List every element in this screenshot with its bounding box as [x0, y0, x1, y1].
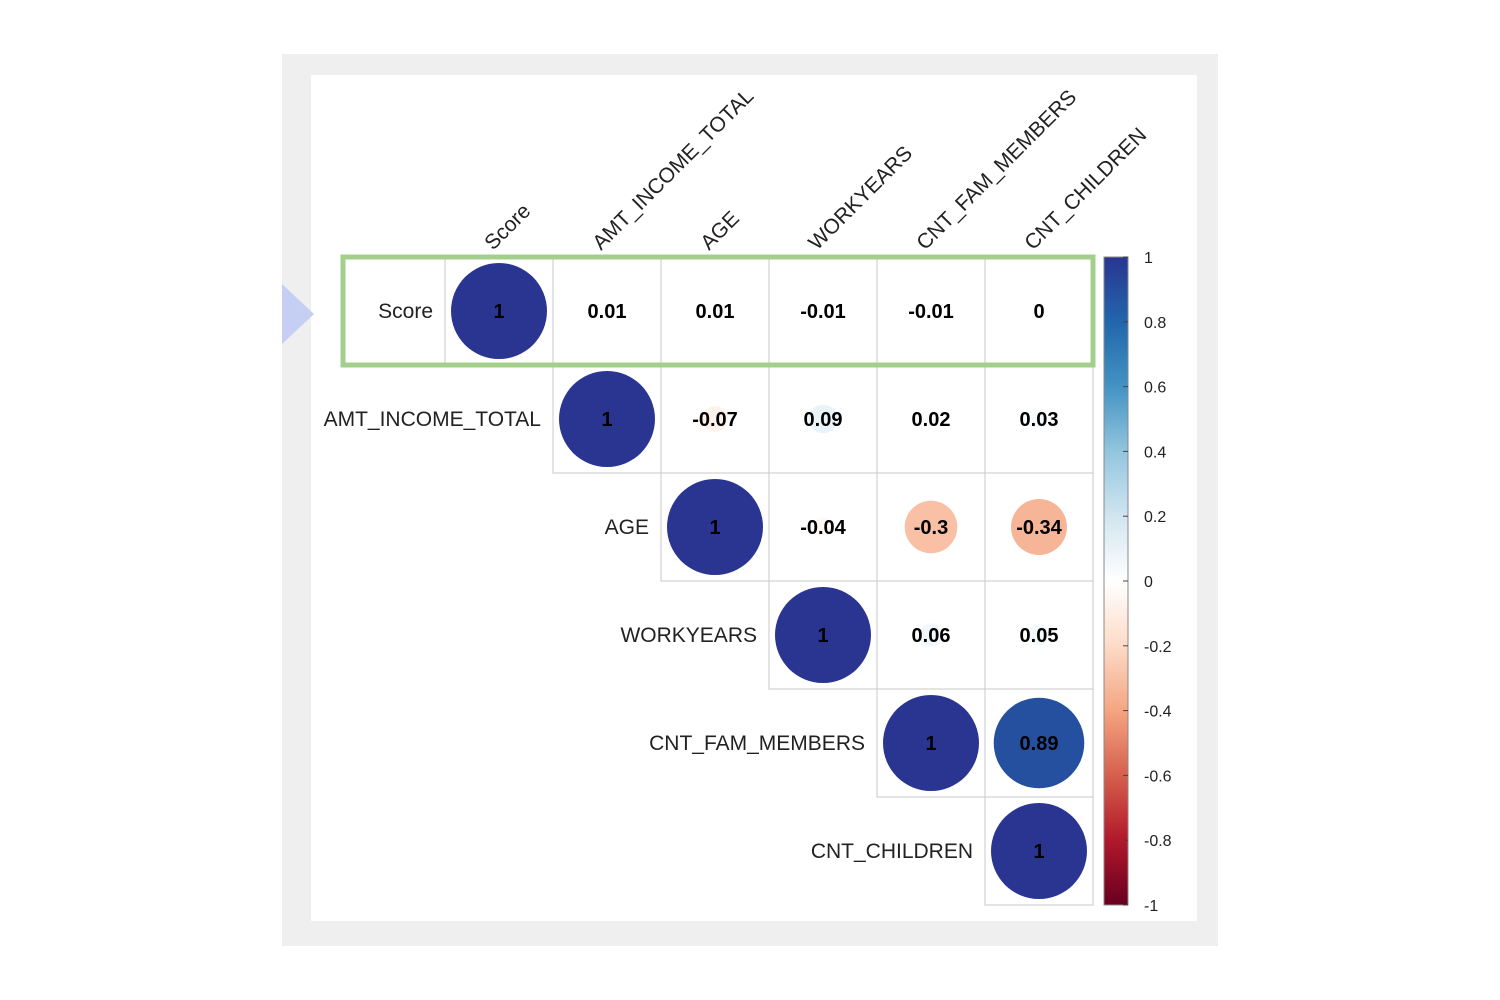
value-label-amt-income-total-cnt-fam-members: 0.02	[912, 409, 951, 431]
colorbar-tick-label: -0.2	[1144, 639, 1172, 656]
value-label-age-cnt-children: -0.34	[1016, 517, 1062, 539]
row-label-score: Score	[378, 300, 433, 323]
circle-score-age	[710, 306, 720, 316]
colorbar: 1 0.8 0.6 0.4 0.2 0 -0.2 -0.4 -0.6 -0.8 -1	[1103, 250, 1172, 915]
circle-amt-income-total-workyears	[808, 404, 838, 434]
value-label-amt-income-total-amt-income-total: 1	[601, 409, 612, 431]
circle-age-cnt-fam-members	[904, 500, 958, 554]
circle-age-cnt-children	[1011, 499, 1067, 555]
circle-cnt-fam-members-cnt-fam-members	[883, 695, 979, 791]
value-label-age-age: 1	[709, 517, 720, 539]
row-labels: Score AMT_INCOME_TOTAL AGE WORKYEARS CNT_FAM…	[324, 300, 973, 863]
row-label-age: AGE	[605, 516, 649, 539]
colorbar-tick-label: 0.6	[1144, 380, 1166, 397]
circle-score-amt-income-total	[602, 306, 612, 316]
circle-score-score	[451, 263, 547, 359]
value-label-workyears-cnt-children: 0.05	[1020, 625, 1059, 647]
circle-age-workyears	[813, 517, 833, 537]
circle-workyears-cnt-fam-members	[919, 623, 943, 647]
row-label-amt-income-total: AMT_INCOME_TOTAL	[324, 408, 541, 431]
colorbar-tick-label: 1	[1144, 250, 1153, 267]
value-label-score-age: 0.01	[696, 301, 735, 323]
highlight-group	[340, 254, 1096, 368]
circle-score-workyears	[818, 306, 828, 316]
matrix-circles	[451, 263, 1087, 899]
matrix-values: 1 0.01 0.01 -0.01 -0.01 0 1 -0.07 0.09 0.02 0.03 1 -…	[493, 301, 1062, 863]
value-label-workyears-workyears: 1	[817, 625, 828, 647]
value-label-amt-income-total-cnt-children: 0.03	[1020, 409, 1059, 431]
column-label-score: Score	[480, 199, 535, 254]
row-label-cnt-fam-members: CNT_FAM_MEMBERS	[649, 732, 865, 755]
row-label-workyears: WORKYEARS	[620, 624, 757, 647]
column-label-cnt-children: CNT_CHILDREN	[1020, 124, 1151, 255]
colorbar-tick-label: -0.6	[1144, 768, 1172, 785]
colorbar-tick-label: -0.8	[1144, 833, 1172, 850]
colorbar-tick-label: 0.2	[1144, 509, 1166, 526]
matrix-cells	[444, 256, 1094, 906]
circle-age-age	[667, 479, 763, 575]
column-label-workyears: WORKYEARS	[804, 142, 917, 255]
highlight-row-box	[340, 254, 1096, 368]
value-label-score-workyears: -0.01	[800, 301, 846, 323]
value-label-cnt-children-cnt-children: 1	[1033, 841, 1044, 863]
row-label-cnt-children: CNT_CHILDREN	[811, 840, 973, 863]
circle-cnt-children-cnt-children	[991, 803, 1087, 899]
pointer-arrow-icon	[282, 284, 314, 344]
circle-workyears-workyears	[775, 587, 871, 683]
circle-amt-income-total-cnt-fam-members	[924, 412, 938, 426]
value-label-workyears-cnt-fam-members: 0.06	[912, 625, 951, 647]
circle-workyears-cnt-children	[1028, 624, 1050, 646]
value-label-cnt-fam-members-cnt-fam-members: 1	[925, 733, 936, 755]
value-label-score-score: 1	[493, 301, 504, 323]
value-label-cnt-fam-members-cnt-children: 0.89	[1020, 733, 1059, 755]
circle-amt-income-total-age	[702, 406, 728, 432]
circle-amt-income-total-cnt-children	[1030, 410, 1048, 428]
circle-cnt-fam-members-cnt-children	[993, 697, 1085, 789]
value-label-amt-income-total-age: -0.07	[692, 409, 738, 431]
circle-score-cnt-fam-members	[926, 306, 936, 316]
colorbar-tick-label: -0.4	[1144, 704, 1172, 721]
value-label-score-amt-income-total: 0.01	[588, 301, 627, 323]
colorbar-tick-label: 0.4	[1144, 444, 1166, 461]
value-label-age-workyears: -0.04	[800, 517, 846, 539]
colorbar-tick-label: 0.8	[1144, 315, 1166, 332]
value-label-age-cnt-fam-members: -0.3	[914, 517, 948, 539]
value-label-score-cnt-children: 0	[1033, 301, 1044, 323]
column-label-age: AGE	[696, 207, 744, 255]
cell-cnt-children-cnt-children	[984, 796, 1094, 906]
circle-amt-income-total-amt-income-total	[559, 371, 655, 467]
colorbar-tick-label: 0	[1144, 574, 1153, 591]
value-label-score-cnt-fam-members: -0.01	[908, 301, 954, 323]
value-label-amt-income-total-workyears: 0.09	[804, 409, 843, 431]
colorbar-tick-label: -1	[1144, 898, 1158, 915]
